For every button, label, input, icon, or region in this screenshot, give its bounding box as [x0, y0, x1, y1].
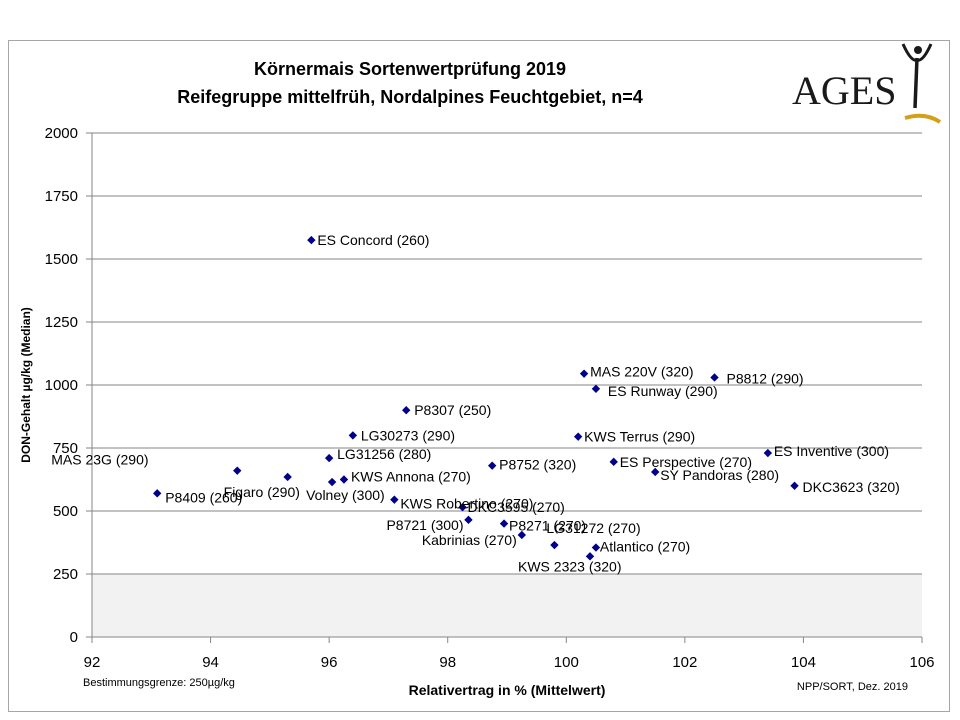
data-point: [790, 481, 799, 490]
point-label: ES Runway (290): [608, 383, 718, 399]
y-tick-label: 500: [53, 503, 78, 520]
chart-frame: [8, 40, 950, 712]
ages-logo: AGES: [792, 43, 942, 124]
x-tick-label: 94: [202, 654, 219, 671]
below-limit-band: [92, 574, 922, 637]
point-label: Kabrinias (270): [422, 532, 517, 548]
data-point: [464, 515, 473, 525]
point-label: MAS 220V (320): [590, 364, 694, 380]
data-point: [283, 472, 292, 482]
point-label: SY Pandoras (280): [660, 467, 779, 483]
data-point: [390, 495, 399, 504]
point-label: MAS 23G (290): [51, 452, 148, 468]
data-point: [307, 235, 316, 245]
point-label: Figaro (290): [224, 484, 300, 500]
footnote-detection-limit: Bestimmungsgrenze: 250µg/kg: [83, 677, 235, 689]
point-label: P8752 (320): [499, 457, 576, 473]
point-label: P8271 (270): [509, 518, 586, 534]
data-point: [573, 432, 583, 441]
data-point: [579, 369, 589, 378]
y-tick-label: 750: [53, 440, 78, 457]
data-point: [591, 384, 601, 393]
data-point: [458, 503, 467, 512]
data-point: [348, 431, 358, 440]
y-tick-label: 2000: [45, 125, 78, 142]
point-labels: ES Concord (260) MAS 220V (320) P8812 (290…: [51, 232, 900, 574]
data-point: [609, 457, 618, 467]
point-label: KWS 2323 (320): [518, 558, 622, 574]
footnote-source: NPP/SORT, Dez. 2019: [797, 681, 908, 693]
point-label: Atlantico (270): [600, 539, 690, 555]
gridlines: [86, 132, 923, 643]
point-label: P8307 (250): [414, 402, 491, 418]
tick-labels: 0 250 500 750 1000 1250 1500 1750 2000 92 94 96 98 10…: [45, 125, 935, 671]
data-point: [591, 543, 601, 552]
data-points: [153, 235, 799, 561]
data-point: [763, 448, 773, 458]
data-point: [324, 453, 334, 463]
data-point: [402, 406, 411, 415]
point-label: LG30273 (290): [361, 427, 455, 443]
data-point: [710, 373, 719, 382]
y-axis-title: DON-Gehalt µg/kg (Median): [19, 307, 33, 463]
data-point: [517, 530, 527, 540]
logo-figure-icon: [901, 43, 942, 124]
point-label: Volney (300): [306, 487, 385, 503]
x-tick-label: 100: [554, 654, 579, 671]
axes: [91, 133, 922, 638]
quantification-limit-band: [92, 574, 922, 637]
x-tick-label: 104: [791, 654, 816, 671]
point-label: DKC3623 (320): [803, 479, 900, 495]
x-axis-title: Relativertrag in % (Mittelwert): [409, 682, 606, 698]
data-point: [550, 540, 559, 550]
y-tick-label: 1750: [45, 188, 78, 205]
data-point: [153, 489, 162, 498]
x-tick-label: 92: [84, 654, 101, 671]
point-label: LG31256 (280): [337, 446, 431, 462]
data-point: [233, 466, 242, 475]
point-label: ES Inventive (300): [774, 443, 889, 459]
data-point: [585, 552, 595, 561]
point-label: ES Perspective (270): [620, 454, 752, 470]
y-tick-label: 1500: [45, 251, 78, 268]
x-tick-label: 106: [909, 654, 934, 671]
point-label: LG31272 (270): [546, 520, 640, 536]
chart-title: Körnermais Sortenwertprüfung 2019: [254, 59, 566, 79]
y-tick-label: 0: [70, 629, 78, 646]
y-tick-label: 1250: [45, 314, 78, 331]
point-label: KWS Robertino (270): [400, 496, 533, 512]
chart-subtitle: Reifegruppe mittelfrüh, Nordalpines Feuc…: [177, 87, 643, 107]
point-label: ES Concord (260): [317, 232, 429, 248]
data-point: [339, 475, 349, 484]
x-tick-label: 102: [672, 654, 697, 671]
point-label: P8409 (260): [165, 489, 242, 505]
x-tick-label: 98: [439, 654, 456, 671]
point-label: P8812 (290): [727, 370, 804, 386]
x-tick-label: 96: [321, 654, 338, 671]
data-point: [651, 467, 660, 477]
y-tick-label: 250: [53, 566, 78, 583]
data-point: [499, 519, 509, 528]
data-point: [327, 477, 337, 487]
point-label: KWS Terrus (290): [584, 429, 695, 445]
data-point: [487, 461, 497, 470]
point-label: P8721 (300): [386, 517, 463, 533]
point-label: KWS Annona (270): [351, 469, 471, 485]
y-tick-label: 1000: [45, 377, 78, 394]
point-label: DKC3595 (270): [468, 499, 565, 515]
logo-wordmark: AGES: [792, 68, 896, 113]
